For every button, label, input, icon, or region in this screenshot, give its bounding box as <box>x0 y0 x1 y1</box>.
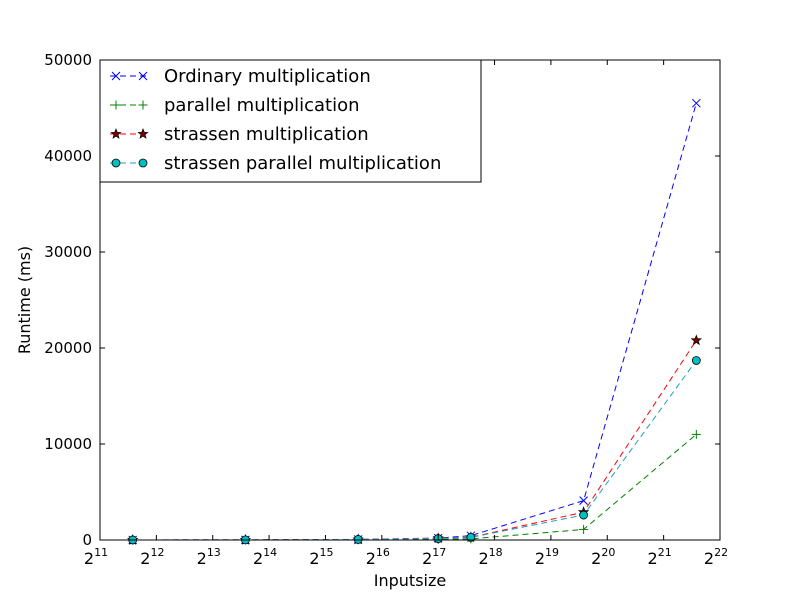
x-tick-label: 211 <box>84 546 108 568</box>
y-tick-label: 0 <box>82 531 92 549</box>
y-axis-label: Runtime (ms) <box>15 246 34 354</box>
y-tick-label: 30000 <box>44 243 92 261</box>
y-tick-label: 10000 <box>44 435 92 453</box>
legend-label: strassen parallel multiplication <box>164 153 441 174</box>
legend-marker <box>138 71 148 81</box>
legend-marker <box>111 100 121 110</box>
data-point <box>691 356 701 365</box>
legend-marker <box>111 71 121 81</box>
legend-marker <box>110 127 122 139</box>
x-tick-label: 214 <box>253 546 277 568</box>
legend-label: Ordinary multiplication <box>164 66 371 87</box>
x-tick-label: 221 <box>648 546 672 568</box>
x-tick-label: 213 <box>197 546 221 568</box>
x-axis-label: Inputsize <box>374 571 446 590</box>
data-point <box>691 98 701 108</box>
x-tick-label: 222 <box>704 546 728 568</box>
legend-marker <box>138 158 148 168</box>
x-tick-label: 212 <box>140 546 164 568</box>
legend-label: strassen multiplication <box>164 124 369 145</box>
y-tick-label: 50000 <box>44 51 92 69</box>
x-tick-label: 217 <box>422 546 446 568</box>
ticks-layer: 211 212 213 214 215 216 217 218 219 220 221 222 0 100… <box>44 51 728 568</box>
legend-marker <box>111 158 121 168</box>
legend-marker <box>138 100 148 110</box>
data-point <box>466 533 476 542</box>
legend-box <box>99 59 482 183</box>
data-point <box>691 429 701 439</box>
x-tick-label: 215 <box>309 546 333 568</box>
x-tick-label: 219 <box>535 546 559 568</box>
x-tick-label: 218 <box>478 546 502 568</box>
data-point <box>579 524 589 534</box>
legend: Ordinary multiplication parallel multipli… <box>99 59 482 183</box>
y-tick-label: 40000 <box>44 147 92 165</box>
data-point <box>690 334 703 346</box>
data-point <box>353 535 363 544</box>
legend-marker <box>137 127 149 139</box>
x-tick-label: 220 <box>591 546 615 568</box>
legend-label: parallel multiplication <box>164 95 360 116</box>
y-tick-label: 20000 <box>44 339 92 357</box>
data-point <box>579 496 588 505</box>
data-point <box>579 510 588 520</box>
x-tick-label: 216 <box>366 546 390 568</box>
